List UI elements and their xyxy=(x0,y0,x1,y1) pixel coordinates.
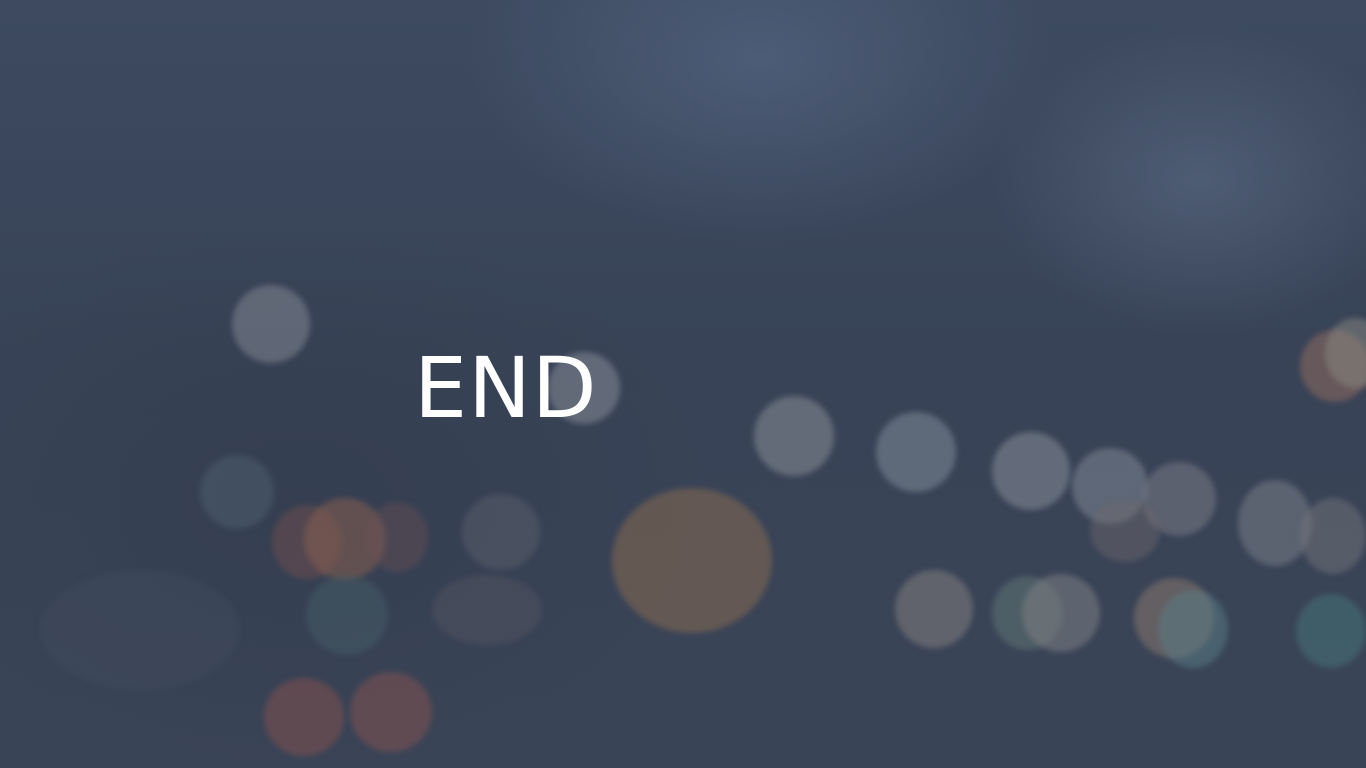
bokeh-light xyxy=(200,455,274,529)
bokeh-light xyxy=(264,678,344,756)
bokeh-light xyxy=(895,570,973,648)
bokeh-light xyxy=(462,494,540,570)
bokeh-light xyxy=(232,285,310,363)
bokeh-light xyxy=(1022,574,1100,652)
bokeh-light xyxy=(1300,498,1366,574)
bokeh-light xyxy=(1090,500,1160,562)
bokeh-light xyxy=(754,396,834,476)
bokeh-light xyxy=(548,352,620,424)
bokeh-light xyxy=(366,502,428,572)
bokeh-light xyxy=(1142,462,1216,536)
bokeh-light xyxy=(612,488,772,633)
bokeh-light xyxy=(876,412,956,492)
bokeh-light xyxy=(350,672,432,752)
bokeh-light xyxy=(432,575,542,645)
bokeh-light xyxy=(1072,448,1148,524)
bokeh-light xyxy=(40,570,240,690)
bokeh-light xyxy=(1325,318,1366,388)
bokeh-light xyxy=(306,575,388,655)
bokeh-light xyxy=(1296,594,1366,668)
bokeh-light xyxy=(1158,590,1228,668)
bokeh-light xyxy=(1238,480,1312,566)
slide-title: END xyxy=(414,339,598,437)
bokeh-light xyxy=(992,432,1070,510)
bokeh-light xyxy=(304,498,386,580)
